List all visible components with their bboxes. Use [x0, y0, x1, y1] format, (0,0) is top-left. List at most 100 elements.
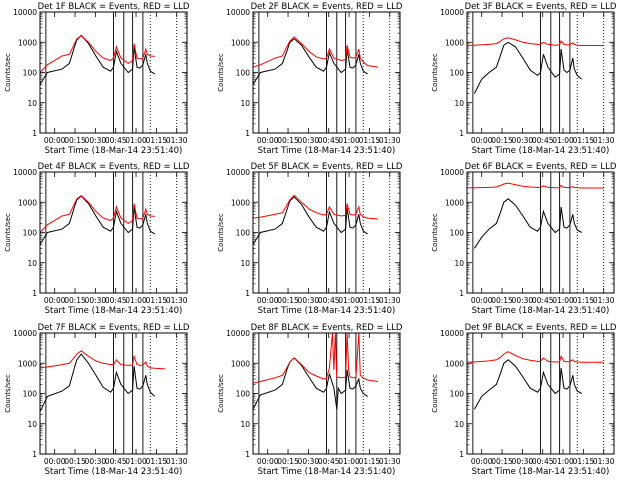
plot-frame [252, 171, 401, 294]
x-tick-label: 00:45 [105, 296, 127, 305]
y-tick-label: 100 [450, 69, 465, 78]
y-tick-label: 10000 [440, 329, 464, 338]
y-tick-label: 10000 [13, 329, 37, 338]
y-tick-label: 10 [27, 259, 37, 268]
y-tick-label: 1000 [18, 198, 37, 207]
lld-series-line [467, 182, 604, 189]
y-tick-label: 1 [32, 450, 37, 459]
x-tick-label: 00:15 [277, 457, 299, 466]
lld-series-line [252, 332, 378, 384]
y-tick-label: 10 [454, 259, 464, 268]
x-tick-label: 00:45 [318, 457, 340, 466]
x-tick-label: 01:30 [593, 457, 615, 466]
x-tick-label: 00:45 [532, 457, 554, 466]
y-tick-label: 10000 [440, 8, 464, 17]
x-tick-label: 00:30 [85, 296, 107, 305]
y-tick-label: 10 [454, 420, 464, 429]
y-tick-label: 1000 [18, 38, 37, 47]
x-tick-label: 01:00 [338, 457, 360, 466]
x-tick-label: 00:30 [512, 136, 534, 145]
x-tick-label: 00:30 [298, 136, 320, 145]
lld-series-line [252, 36, 378, 68]
y-axis-label: Counts/sec [217, 53, 225, 92]
x-tick-label: 00:45 [105, 136, 127, 145]
y-tick-label: 10 [27, 420, 37, 429]
y-tick-label: 100 [23, 69, 38, 78]
events-series-line [473, 359, 582, 410]
x-tick-label: 00:30 [512, 457, 534, 466]
lld-series-line [252, 194, 378, 220]
x-tick-label: 01:30 [166, 296, 188, 305]
detector-panel-1: Det 1F BLACK = Events, RED = LLD Counts/s… [4, 2, 190, 156]
events-series-line [39, 195, 155, 245]
events-series-line [473, 41, 583, 94]
y-tick-label: 1 [32, 129, 37, 138]
y-tick-label: 10 [240, 99, 250, 108]
detector-panel-9: Det 9F BLACK = Events, RED = LLD Counts/s… [431, 323, 617, 477]
panel-title: Det 3F BLACK = Events, RED = LLD [465, 2, 617, 12]
x-tick-label: 01:00 [125, 296, 147, 305]
x-tick-label: 01:00 [338, 136, 360, 145]
detector-panel-6: Det 6F BLACK = Events, RED = LLD Counts/s… [431, 162, 617, 316]
x-tick-label: 00:00 [471, 296, 493, 305]
x-tick-label: 00:45 [318, 296, 340, 305]
x-tick-label: 01:00 [552, 457, 574, 466]
plot-frame [39, 171, 188, 294]
x-tick-label: 01:15 [573, 136, 595, 145]
lld-series-line [467, 37, 604, 46]
plot-frame [466, 11, 615, 134]
lld-series-line [39, 35, 155, 73]
panel-title: Det 5F BLACK = Events, RED = LLD [251, 162, 403, 172]
x-tick-label: 00:30 [512, 296, 534, 305]
x-tick-label: 00:45 [318, 136, 340, 145]
y-axis-label: Counts/sec [4, 374, 12, 413]
y-tick-label: 1 [459, 450, 464, 459]
x-tick-label: 01:00 [552, 136, 574, 145]
y-tick-label: 1 [459, 289, 464, 298]
x-axis-label: Start Time (18-Mar-14 23:51:40) [472, 306, 610, 316]
detector-panel-3: Det 3F BLACK = Events, RED = LLD Counts/s… [431, 2, 617, 156]
y-tick-label: 1 [245, 289, 250, 298]
y-tick-label: 100 [236, 229, 251, 238]
x-tick-label: 01:15 [359, 296, 381, 305]
y-axis-label: Counts/sec [431, 53, 439, 92]
plot-frame [466, 332, 615, 455]
x-tick-label: 01:15 [573, 457, 595, 466]
x-tick-label: 00:15 [277, 296, 299, 305]
y-tick-label: 10000 [13, 8, 37, 17]
x-tick-label: 01:00 [552, 296, 574, 305]
x-tick-label: 01:30 [379, 296, 401, 305]
x-tick-label: 00:00 [257, 457, 279, 466]
plot-frame [39, 11, 188, 134]
y-tick-label: 1000 [18, 359, 37, 368]
y-tick-label: 1000 [231, 38, 250, 47]
x-tick-label: 00:15 [64, 296, 86, 305]
y-tick-label: 1 [245, 129, 250, 138]
x-axis-label: Start Time (18-Mar-14 23:51:40) [258, 146, 396, 156]
detector-panel-5: Det 5F BLACK = Events, RED = LLD Counts/s… [217, 162, 403, 316]
x-tick-label: 01:30 [593, 136, 615, 145]
panel-title: Det 4F BLACK = Events, RED = LLD [38, 162, 190, 172]
x-axis-label: Start Time (18-Mar-14 23:51:40) [258, 467, 396, 477]
x-tick-label: 01:00 [125, 457, 147, 466]
lld-series-line [467, 351, 604, 363]
lld-series-line [39, 195, 155, 233]
events-series-line [252, 196, 368, 245]
y-tick-label: 100 [23, 229, 38, 238]
y-axis-label: Counts/sec [431, 213, 439, 252]
x-tick-label: 00:00 [44, 457, 66, 466]
x-tick-label: 01:30 [379, 136, 401, 145]
events-series-line [473, 198, 582, 249]
x-tick-label: 00:30 [85, 457, 107, 466]
panel-title: Det 6F BLACK = Events, RED = LLD [465, 162, 617, 172]
lld-series-line [39, 350, 165, 370]
events-series-line [252, 357, 368, 410]
y-axis-label: Counts/sec [431, 374, 439, 413]
x-tick-label: 00:00 [44, 296, 66, 305]
y-axis-label: Counts/sec [217, 213, 225, 252]
y-tick-label: 1000 [231, 198, 250, 207]
y-axis-label: Counts/sec [4, 53, 12, 92]
y-tick-label: 10000 [226, 168, 250, 177]
plot-frame [252, 11, 401, 134]
y-tick-label: 10000 [440, 168, 464, 177]
